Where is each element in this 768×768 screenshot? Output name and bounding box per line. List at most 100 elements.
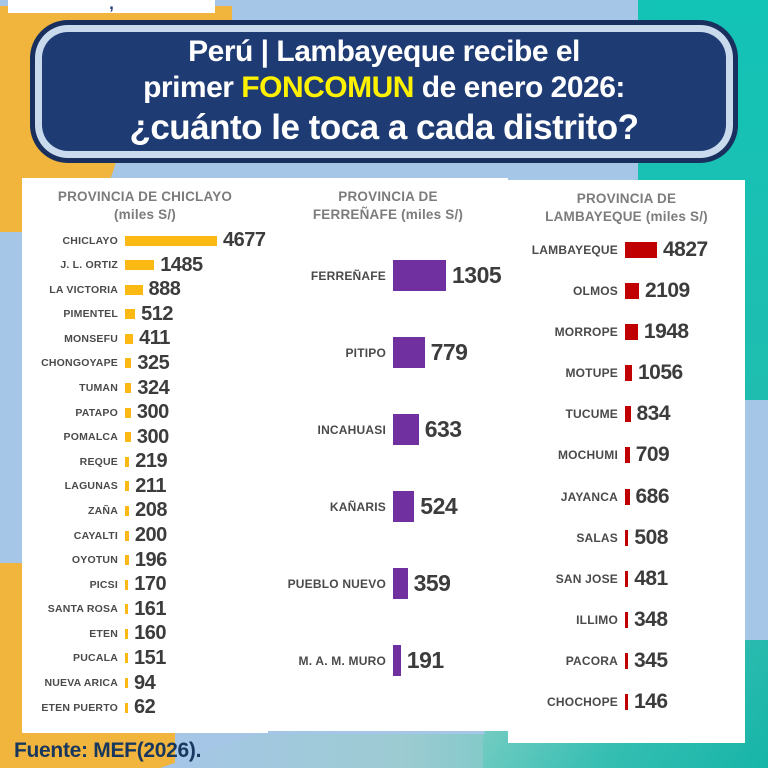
bar-value-label: 709 [635,443,670,467]
title-banner-inner: Perú | Lambayeque recibe el primer FONCO… [42,32,726,151]
district-label: PITIPO [345,345,386,360]
district-label: M. A. M. MURO [298,653,386,668]
bar-value-label: 1305 [452,262,502,289]
bar-row: PUCALA 151 [22,647,268,670]
bar-value-label: 359 [413,570,451,597]
district-label: TUMAN [79,382,118,395]
chart-card-ferrenafe: PROVINCIA DE FERREÑAFE (miles S/) FERREÑ… [268,178,508,731]
value-bar [625,241,657,258]
value-bar [393,260,446,292]
district-label: J. L. ORTIZ [60,259,118,272]
value-bar [125,702,128,713]
value-bar [125,235,217,246]
bar-rows-chiclayo: CHICLAYO 4677 J. L. ORTIZ 1485 LA VICTORIA 88… [22,229,268,719]
cropped-text-strip: , [8,0,215,13]
bar-value-label: 779 [430,339,468,366]
value-bar [125,481,130,492]
bar-row: ZAÑA 208 [22,499,268,522]
value-bar [125,383,132,394]
bar-value-label: 888 [148,278,181,301]
bar-value-label: 4677 [223,229,266,252]
bar-row: CHONGOYAPE 325 [22,352,268,375]
chart-title-lambayeque: PROVINCIA DE LAMBAYEQUE (miles S/) [508,180,745,225]
district-label: FERREÑAFE [310,268,386,283]
bar-row: POMALCA 300 [22,426,268,449]
district-label: SALAS [576,530,618,545]
bar-value-label: 481 [634,566,668,590]
value-bar [393,337,425,369]
bar-value-label: 160 [134,622,166,645]
bar-row: TUMAN 324 [22,377,268,400]
chart-title-line1: PROVINCIA DE [576,191,677,206]
bar-value-label: 300 [136,401,169,424]
chart-title-chiclayo: PROVINCIA DE CHICLAYO (miles S/) [22,178,268,223]
district-label: MORROPE [554,324,618,339]
district-label: LAMBAYEQUE [531,242,618,257]
bar-row: INCAHUASI 633 [268,414,508,446]
title-foncomun-highlight: FONCOMUN [241,71,414,105]
bar-row: PITIPO 779 [268,337,508,369]
bar-row: REQUE 219 [22,450,268,473]
title-line-2-pre: primer [143,71,234,105]
district-label: KAÑARIS [329,499,386,514]
chart-title-line2: FERREÑAFE (miles S/) [312,206,464,222]
value-bar [625,282,639,299]
bar-value-label: 1056 [638,361,683,385]
district-label: PUCALA [73,652,118,665]
district-label: CAYALTI [73,529,118,542]
bar-row: PICSI 170 [22,573,268,596]
district-label: MOTUPE [565,366,618,381]
bar-row: ETEN 160 [22,622,268,645]
district-label: ETEN PUERTO [41,701,118,714]
value-bar [125,309,136,320]
bar-row: ILLIMO 348 [508,608,745,632]
value-bar [625,447,630,464]
bar-value-label: 151 [134,646,166,669]
bar-row: FERREÑAFE 1305 [268,260,508,292]
title-line-2-post: de enero 2026: [421,71,626,105]
bar-value-label: 325 [137,351,170,374]
district-label: NUEVA ARICA [44,677,118,689]
bar-value-label: 219 [135,450,168,473]
value-bar [625,694,628,711]
bar-row: CHICLAYO 4677 [22,229,268,252]
bar-row: KAÑARIS 524 [268,491,508,523]
bar-value-label: 633 [424,416,462,443]
district-label: OLMOS [573,283,618,298]
value-bar [625,365,632,382]
district-label: LAGUNAS [64,480,118,493]
district-label: LA VICTORIA [49,283,118,296]
value-bar [125,505,130,516]
district-label: PUEBLO NUEVO [287,576,386,591]
value-bar [125,333,134,344]
bar-value-label: 524 [420,493,458,520]
value-bar [625,323,638,340]
value-bar [393,645,401,677]
bar-row: SALAS 508 [508,526,745,550]
value-bar [125,432,131,443]
district-label: JAYANCA [560,489,618,504]
district-label: CHONGOYAPE [41,357,118,370]
bar-rows-lambayeque: LAMBAYEQUE 4827 OLMOS 2109 MORROPE 1948 MOTUPE… [508,229,745,723]
bar-value-label: 2109 [645,278,690,302]
district-label: PIMENTEL [63,308,118,321]
value-bar [125,678,128,688]
chart-title-line1: PROVINCIA DE CHICLAYO [57,189,233,204]
chart-title-line2: LAMBAYEQUE (miles S/) [545,208,708,224]
value-bar [125,456,130,467]
bar-value-label: 170 [134,573,167,596]
value-bar [393,568,408,600]
value-bar [625,612,628,629]
bar-value-label: 300 [136,425,169,448]
title-line-3: ¿cuánto le toca a cada distrito? [129,107,639,147]
district-label: PICSI [89,578,118,591]
bar-row: TUCUME 834 [508,402,745,426]
value-bar [125,358,132,369]
value-bar [625,406,631,423]
bar-row: OLMOS 2109 [508,279,745,303]
bar-row: SAN JOSE 481 [508,567,745,591]
bar-row: PATAPO 300 [22,401,268,424]
cropped-text-fragment: , [109,0,114,13]
bar-row: OYOTUN 196 [22,549,268,572]
chart-card-chiclayo: PROVINCIA DE CHICLAYO (miles S/) CHICLAY… [22,178,268,733]
